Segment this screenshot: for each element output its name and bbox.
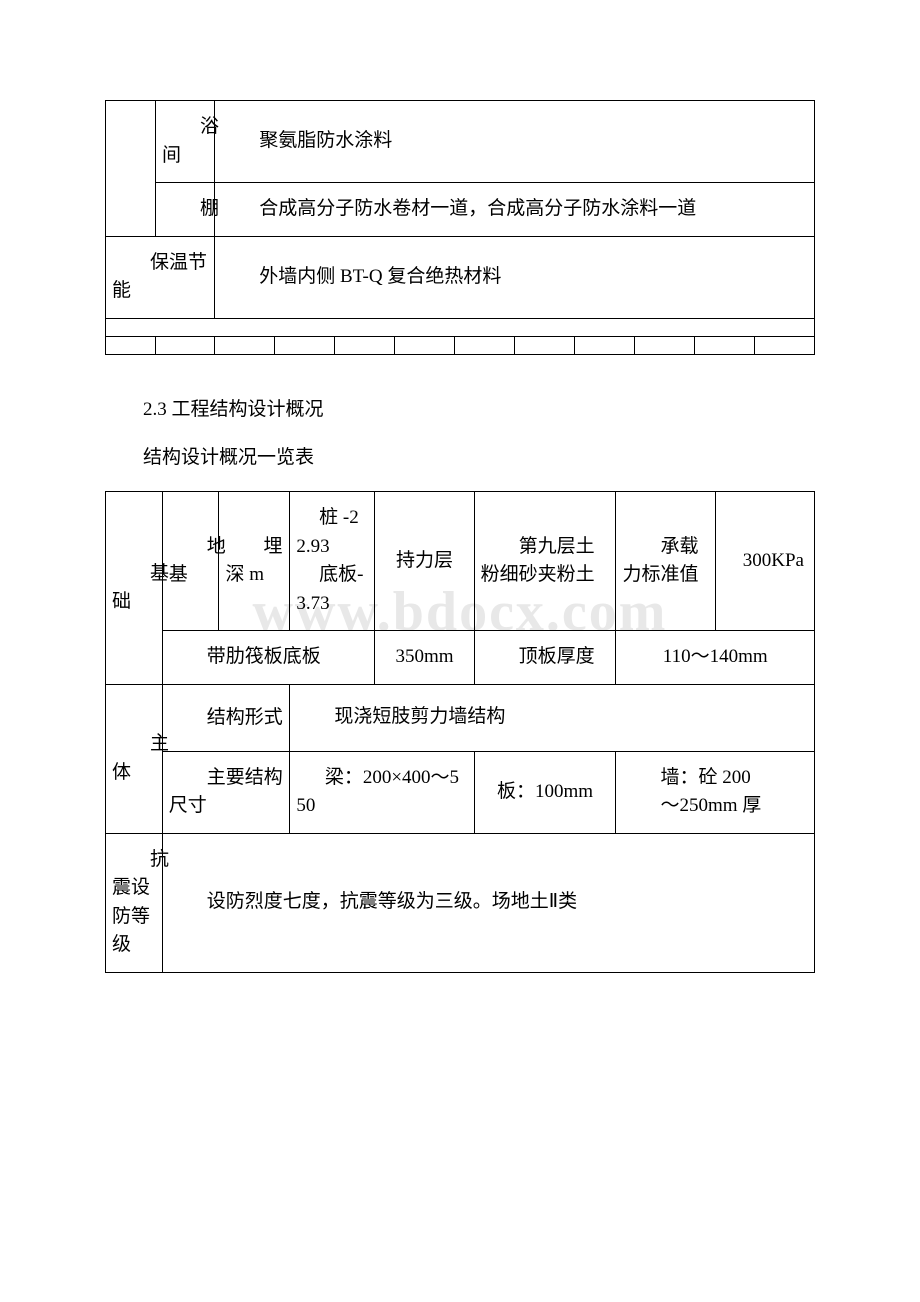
table-row: 主要结构尺寸 梁：200×400～550 板：100mm 墙：砼 200 ～25… — [106, 751, 815, 833]
section-heading: 2.3 工程结构设计概况 — [105, 395, 815, 425]
cell-top-plate-value: 110～140mm — [616, 631, 815, 685]
cell-empty — [575, 336, 635, 354]
cell-empty — [155, 336, 214, 354]
cell-pile-baseplate: 桩 -22.93 底板-3.73 — [290, 492, 375, 631]
cell-main-body: 主体 — [106, 684, 163, 833]
table-row: 浴间 聚氨脂防水涂料 — [106, 101, 815, 183]
cell-seismic-value: 设防烈度七度，抗震等级为三级。场地土Ⅱ类 — [162, 833, 814, 972]
cell-empty — [754, 336, 814, 354]
cell-bearing-std-value: 300KPa — [715, 492, 814, 631]
cell-main-dim-label: 主要结构尺寸 — [162, 751, 290, 833]
cell-empty — [106, 336, 156, 354]
cell-blank — [106, 101, 156, 237]
cell-ribbed-raft: 带肋筏板底板 — [162, 631, 375, 685]
table-row: 主体 结构形式 现浇短肢剪力墙结构 — [106, 684, 815, 751]
table-structure: 基础 地基 埋深 m 桩 -22.93 底板-3.73 持力层 第九层土粉细砂夹… — [105, 491, 815, 972]
cell-depth-label: 埋深 m — [219, 492, 290, 631]
cell-insulation-value: 外墙内侧 BT-Q 复合绝热材料 — [215, 236, 815, 318]
table-row: 保温节能 外墙内侧 BT-Q 复合绝热材料 — [106, 236, 815, 318]
cell-seismic-label: 抗震设防等级 — [106, 833, 163, 972]
cell-empty — [694, 336, 754, 354]
cell-wall-line2: ～250mm 厚 — [622, 792, 761, 821]
table-row — [106, 336, 815, 354]
cell-beam: 梁：200×400～550 — [290, 751, 474, 833]
cell-struct-form-label: 结构形式 — [162, 684, 290, 751]
cell-empty — [515, 336, 575, 354]
cell-shed-value: 合成高分子防水卷材一道，合成高分子防水涂料一道 — [215, 183, 815, 237]
cell-ground: 地基 — [162, 492, 219, 631]
cell-bearing-std-label: 承载力标准值 — [616, 492, 715, 631]
cell-empty — [215, 336, 275, 354]
cell-wall-line1: 墙：砼 200 — [660, 767, 750, 788]
cell-bathroom-value: 聚氨脂防水涂料 — [215, 101, 815, 183]
table-row — [106, 318, 815, 336]
table-row: 棚 合成高分子防水卷材一道，合成高分子防水涂料一道 — [106, 183, 815, 237]
cell-empty — [275, 336, 335, 354]
cell-top-plate-label: 顶板厚度 — [474, 631, 616, 685]
cell-wall: 墙：砼 200 ～250mm 厚 — [616, 751, 815, 833]
cell-plate: 板：100mm — [474, 751, 616, 833]
table-row: 带肋筏板底板 350mm 顶板厚度 110～140mm — [106, 631, 815, 685]
cell-struct-form-value: 现浇短肢剪力墙结构 — [290, 684, 815, 751]
cell-empty — [335, 336, 395, 354]
cell-350mm: 350mm — [375, 631, 474, 685]
section-subheading: 结构设计概况一览表 — [105, 443, 815, 473]
table-row: 抗震设防等级 设防烈度七度，抗震等级为三级。场地土Ⅱ类 — [106, 833, 815, 972]
cell-bathroom: 浴间 — [155, 101, 214, 183]
cell-empty — [395, 336, 455, 354]
cell-insulation-label: 保温节能 — [106, 236, 215, 318]
cell-pile: 桩 -22.93 — [296, 507, 358, 557]
cell-foundation: 基础 — [106, 492, 163, 685]
table-row: 基础 地基 埋深 m 桩 -22.93 底板-3.73 持力层 第九层土粉细砂夹… — [106, 492, 815, 631]
cell-empty — [455, 336, 515, 354]
cell-bearing-layer-value: 第九层土粉细砂夹粉土 — [474, 492, 616, 631]
cell-empty — [106, 318, 815, 336]
cell-bearing-layer-label: 持力层 — [375, 492, 474, 631]
cell-empty — [635, 336, 695, 354]
table-waterproof: 浴间 聚氨脂防水涂料 棚 合成高分子防水卷材一道，合成高分子防水涂料一道 保温节… — [105, 100, 815, 355]
cell-shed: 棚 — [155, 183, 214, 237]
cell-baseplate: 底板-3.73 — [296, 561, 368, 618]
